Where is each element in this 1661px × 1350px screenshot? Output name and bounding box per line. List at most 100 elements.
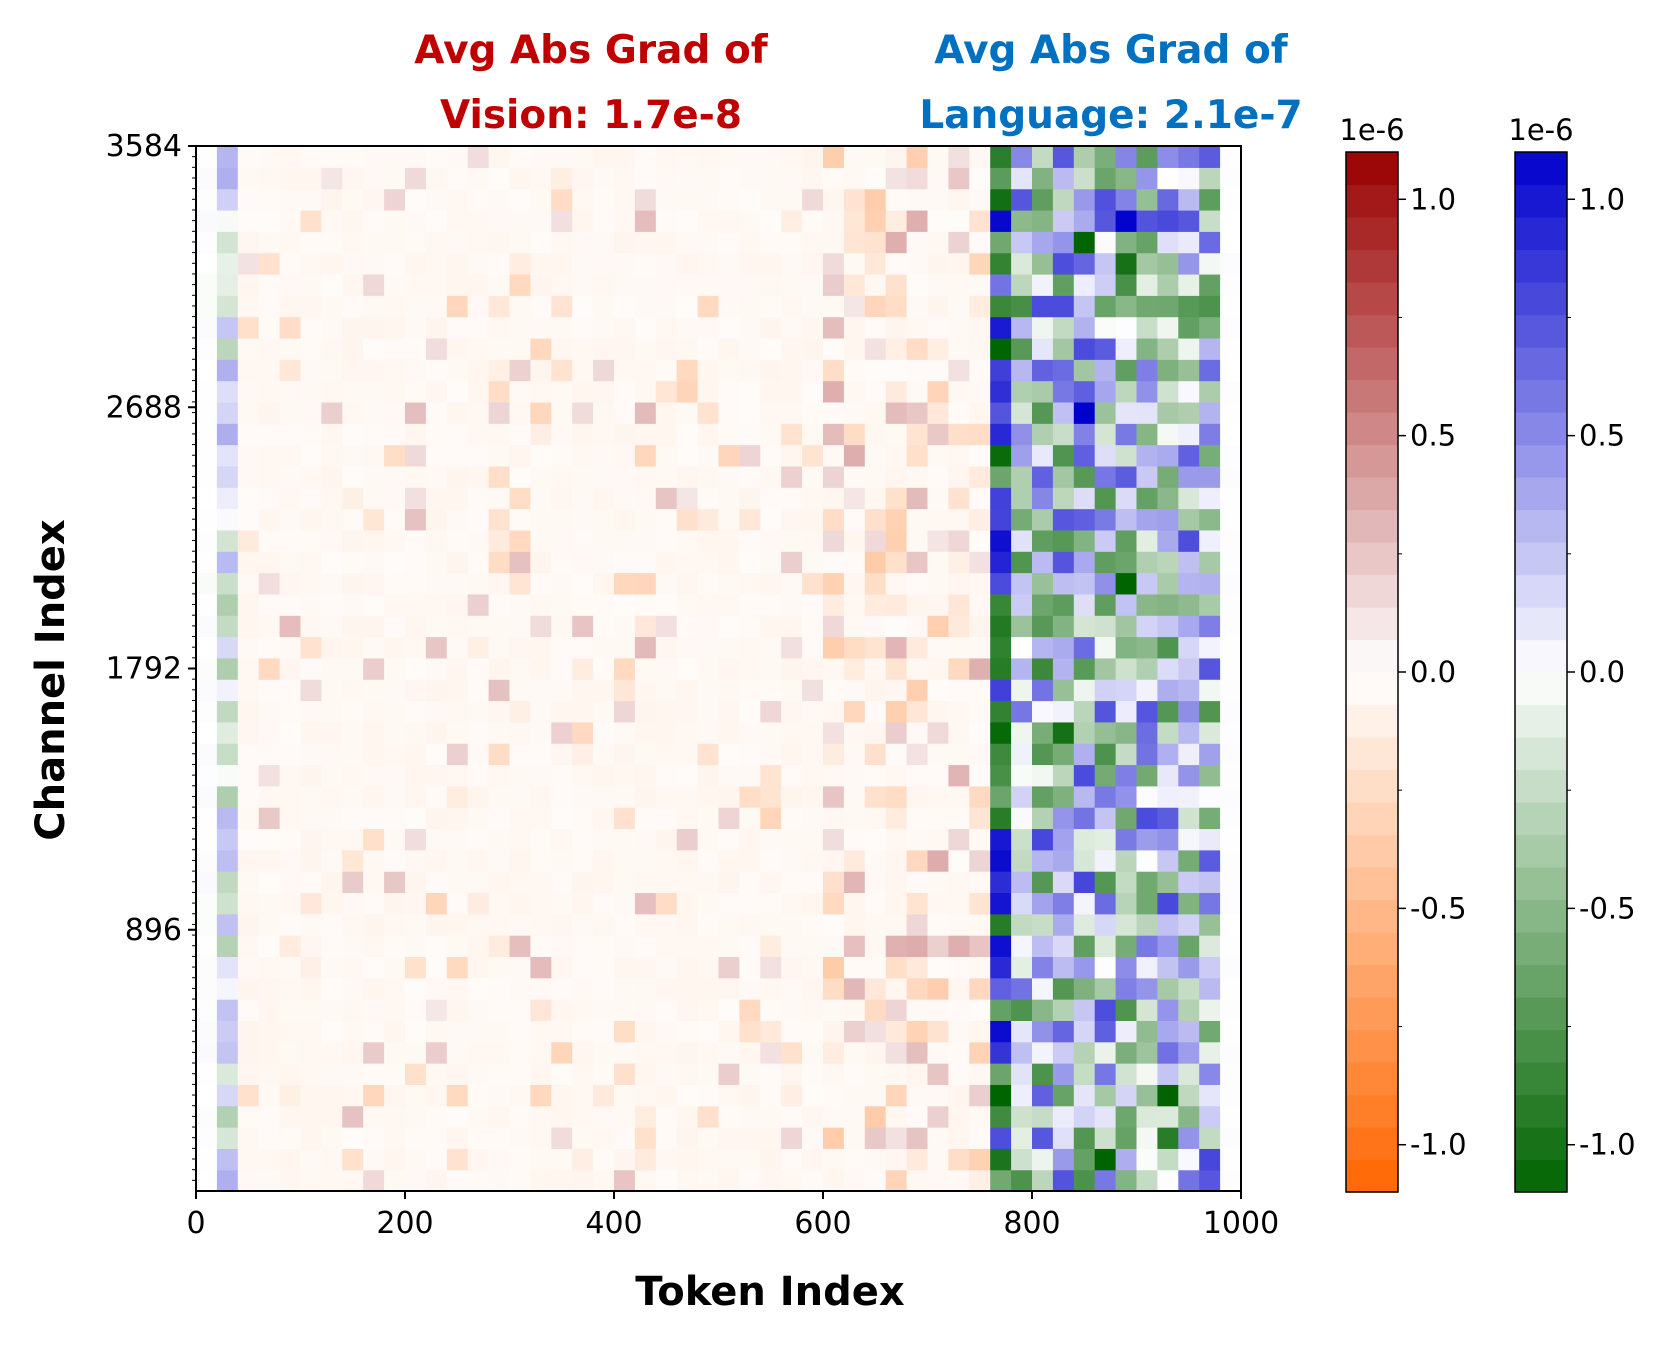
heatmap-cell [1199,721,1221,744]
heatmap-cell [593,1105,615,1128]
heatmap-cell [1157,551,1179,574]
x-tick-label: 1000 [1203,1206,1279,1241]
heatmap-cell [697,807,720,830]
heatmap-cell [446,1063,469,1085]
heatmap-cell [216,529,239,552]
heatmap-cell [1220,487,1242,510]
heatmap-cell [697,572,720,595]
heatmap-cell [802,636,824,659]
heatmap-cell [509,871,531,894]
heatmap-cell [1178,828,1200,851]
heatmap-cell [634,146,657,168]
heatmap-cell [237,359,260,382]
heatmap-cell [405,700,427,723]
heatmap-cell [990,359,1012,382]
heatmap-cell [927,572,949,595]
heatmap-cell [1157,380,1179,403]
heatmap-cell [258,935,281,958]
heatmap-cell [446,1105,469,1128]
heatmap-cell [1136,849,1158,872]
heatmap-cell [530,167,552,190]
heatmap-cell [593,1127,615,1149]
heatmap-cell [802,1105,824,1128]
heatmap-cell [279,700,302,723]
heatmap-cell [1178,785,1200,808]
heatmap-cell [990,764,1012,787]
heatmap-cell [342,743,364,766]
heatmap-cell [237,1020,260,1043]
heatmap-cell [321,721,343,744]
heatmap-cell [1094,636,1117,659]
heatmap-cell [572,764,594,787]
heatmap-cell [823,295,845,318]
heatmap-cell [948,593,970,616]
heatmap-cell [237,167,260,190]
heatmap-cell [300,572,322,595]
heatmap-cell [1178,977,1200,1000]
heatmap-cell [760,444,782,467]
heatmap-cell [739,167,761,190]
heatmap-cell [593,209,615,232]
heatmap-cell [384,551,406,574]
heatmap-cell [1199,1063,1221,1085]
heatmap-cell [405,295,427,318]
heatmap-cell [969,1063,991,1085]
heatmap-cell [593,1020,615,1043]
heatmap-cell [906,615,929,638]
heatmap-cell [864,892,887,915]
heatmap-cell [697,977,720,1000]
heatmap-cell [258,444,281,467]
heatmap-cell [1157,1063,1179,1085]
heatmap-cell [1073,1041,1096,1064]
heatmap-cell [1032,295,1054,318]
heatmap-cell [258,423,281,446]
heatmap-cell [1157,231,1179,254]
heatmap-cell [969,636,991,659]
heatmap-cell [258,636,281,659]
heatmap-cell [1073,209,1096,232]
heatmap-cell [802,316,824,339]
heatmap-cell [864,871,887,894]
heatmap-cell [342,1041,364,1064]
heatmap-cell [864,465,887,488]
heatmap-cell [1220,273,1242,296]
heatmap-cell [467,1041,490,1064]
heatmap-cell [823,913,845,936]
heatmap-cell [1115,1169,1138,1192]
heatmap-cell [1178,423,1200,446]
heatmap-cell [969,679,991,702]
heatmap-cell [823,679,845,702]
colorbar-segment [1515,639,1567,673]
heatmap-cell [446,828,469,851]
heatmap-cell [634,1084,657,1107]
heatmap-cell [843,1127,866,1149]
heatmap-cell [321,316,343,339]
heatmap-cell [551,1169,573,1192]
heatmap-cell [969,273,991,296]
heatmap-cell [655,849,678,872]
heatmap-cell [405,529,427,552]
heatmap-cell [363,721,385,744]
heatmap-cell [342,871,364,894]
heatmap-cell [1199,636,1221,659]
heatmap-cell [948,1063,970,1085]
heatmap-cell [927,487,949,510]
heatmap-cell [634,1041,657,1064]
heatmap-cell [1199,167,1221,190]
heatmap-cell [864,849,887,872]
heatmap-cell [1011,146,1033,168]
heatmap-cell [446,359,469,382]
heatmap-cell [1032,359,1054,382]
heatmap-cell [405,146,427,168]
heatmap-cell [509,359,531,382]
heatmap-cell [802,1020,824,1043]
heatmap-cell [739,807,761,830]
heatmap-cell [342,380,364,403]
heatmap-cell [1073,1063,1096,1085]
heatmap-cell [425,743,448,766]
heatmap-cell [363,785,385,808]
heatmap-cell [1011,636,1033,659]
heatmap-cell [551,252,573,275]
heatmap-cell [551,231,573,254]
